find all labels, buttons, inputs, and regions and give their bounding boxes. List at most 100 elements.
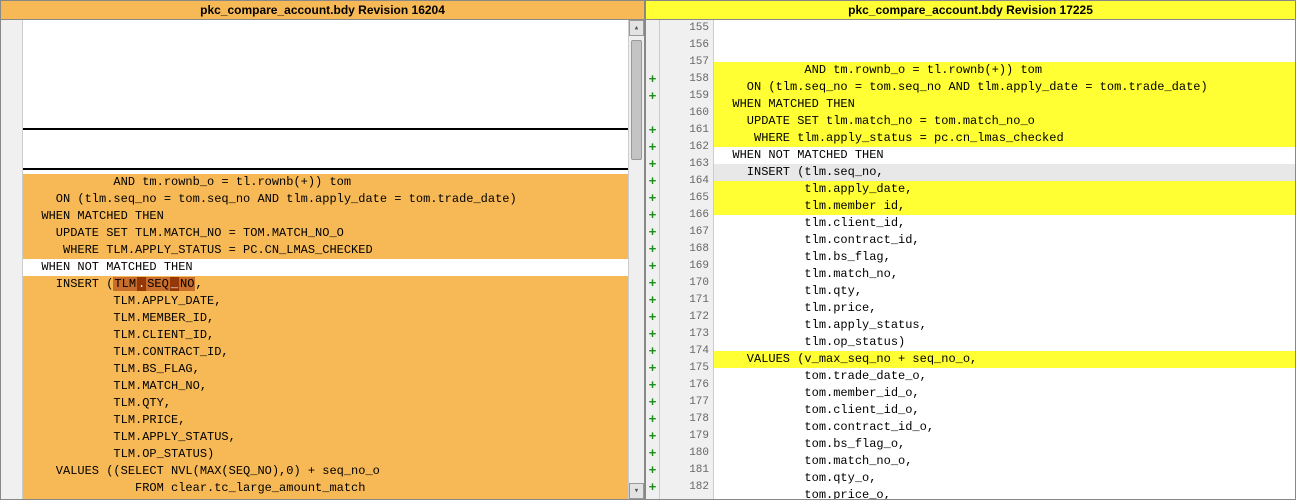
change-mark-icon: + (646, 156, 659, 173)
code-line[interactable]: tlm.match_no, (714, 266, 1295, 283)
code-line[interactable]: tom.client_id_o, (714, 402, 1295, 419)
change-mark-icon (646, 37, 659, 54)
change-mark-icon: + (646, 343, 659, 360)
line-number: 167 (660, 224, 713, 241)
line-number: 158 (660, 71, 713, 88)
line-number (1, 343, 22, 360)
code-line[interactable]: TLM.MEMBER_ID, (23, 310, 628, 327)
code-line[interactable]: tlm.contract_id, (714, 232, 1295, 249)
code-line[interactable]: WHERE apply_date = v_date), (23, 497, 628, 499)
left-scrollbar[interactable]: ▴ ▾ (628, 20, 644, 499)
line-number (1, 88, 22, 105)
code-line[interactable]: UPDATE SET tlm.match_no = tom.match_no_o (714, 113, 1295, 130)
code-line[interactable]: ON (tlm.seq_no = tom.seq_no AND tlm.appl… (23, 191, 628, 208)
code-line[interactable]: WHERE tlm.apply_status = pc.cn_lmas_chec… (714, 130, 1295, 147)
code-line[interactable]: tlm.apply_date, (714, 181, 1295, 198)
line-number: 169 (660, 258, 713, 275)
code-line[interactable]: TLM.CONTRACT_ID, (23, 344, 628, 361)
scroll-up-button[interactable]: ▴ (629, 20, 644, 36)
change-mark-icon: + (646, 428, 659, 445)
code-line[interactable]: tom.match_no_o, (714, 453, 1295, 470)
code-line[interactable]: tom.qty_o, (714, 470, 1295, 487)
code-line[interactable]: tlm.op_status) (714, 334, 1295, 351)
change-mark-icon (646, 20, 659, 37)
code-line[interactable]: TLM.BS_FLAG, (23, 361, 628, 378)
code-line[interactable]: WHEN NOT MATCHED THEN (23, 259, 628, 276)
diff-token: . (137, 277, 146, 291)
code-line[interactable]: tlm.qty, (714, 283, 1295, 300)
diff-token: _ (170, 277, 179, 291)
change-mark-icon: + (646, 258, 659, 275)
code-line[interactable]: TLM.APPLY_STATUS, (23, 429, 628, 446)
code-line[interactable]: tlm.client_id, (714, 215, 1295, 232)
code-line[interactable]: TLM.QTY, (23, 395, 628, 412)
code-line[interactable]: WHERE TLM.APPLY_STATUS = PC.CN_LMAS_CHEC… (23, 242, 628, 259)
line-number (1, 309, 22, 326)
right-line-gutter: 1551561571581591601611621631641651661671… (660, 20, 714, 499)
code-line[interactable]: ON (tlm.seq_no = tom.seq_no AND tlm.appl… (714, 79, 1295, 96)
line-number (1, 275, 22, 292)
code-line[interactable]: AND tm.rownb_o = tl.rownb(+)) tom (23, 174, 628, 191)
change-mark-icon: + (646, 326, 659, 343)
code-line[interactable]: VALUES ((SELECT NVL(MAX(SEQ_NO),0) + seq… (23, 463, 628, 480)
code-line[interactable]: INSERT (tlm.seq_no, (714, 164, 1295, 181)
change-mark-icon: + (646, 207, 659, 224)
line-number: 179 (660, 428, 713, 445)
line-number (1, 258, 22, 275)
line-number: 161 (660, 122, 713, 139)
code-line[interactable]: TLM.PRICE, (23, 412, 628, 429)
line-number (1, 292, 22, 309)
change-mark-icon: + (646, 224, 659, 241)
code-line[interactable]: WHEN NOT MATCHED THEN (714, 147, 1295, 164)
right-code-lines[interactable]: AND tm.rownb_o = tl.rownb(+)) tom ON (tl… (714, 20, 1295, 499)
change-mark-icon: + (646, 445, 659, 462)
change-mark-icon: + (646, 122, 659, 139)
left-code-lines[interactable]: seq_no_o 为using中 的一个字段 AND tm.rownb_o = … (23, 20, 628, 499)
code-line[interactable]: VALUES (v_max_seq_no + seq_no_o, (714, 351, 1295, 368)
left-header: pkc_compare_account.bdy Revision 16204 (1, 1, 644, 20)
line-number (1, 156, 22, 173)
line-number (1, 173, 22, 190)
code-line[interactable]: FROM clear.tc_large_amount_match (23, 480, 628, 497)
code-line[interactable]: WHEN MATCHED THEN (23, 208, 628, 225)
line-number (1, 360, 22, 377)
code-line[interactable]: UPDATE SET TLM.MATCH_NO = TOM.MATCH_NO_O (23, 225, 628, 242)
right-header: pkc_compare_account.bdy Revision 17225 (646, 1, 1295, 20)
line-number (1, 139, 22, 156)
diff-token: NO (179, 277, 195, 291)
diff-token: , (195, 277, 209, 291)
line-number: 168 (660, 241, 713, 258)
line-number: 180 (660, 445, 713, 462)
code-line[interactable]: tlm.price, (714, 300, 1295, 317)
code-line[interactable]: tlm.member id, (714, 198, 1295, 215)
right-change-marks: ++++++++++++++++++++++++ (646, 20, 660, 499)
line-number (1, 37, 22, 54)
left-editor[interactable]: seq_no_o 为using中 的一个字段 AND tm.rownb_o = … (1, 20, 644, 499)
code-line[interactable]: tom.contract_id_o, (714, 419, 1295, 436)
code-line[interactable]: tom.price_o, (714, 487, 1295, 499)
change-mark-icon: + (646, 190, 659, 207)
right-editor[interactable]: ++++++++++++++++++++++++ 155156157158159… (646, 20, 1295, 499)
code-line[interactable]: TLM.CLIENT_ID, (23, 327, 628, 344)
code-line[interactable]: tlm.apply_status, (714, 317, 1295, 334)
scroll-down-button[interactable]: ▾ (629, 483, 644, 499)
code-line[interactable]: tlm.bs_flag, (714, 249, 1295, 266)
code-line[interactable]: tom.member_id_o, (714, 385, 1295, 402)
line-number: 175 (660, 360, 713, 377)
line-number (1, 190, 22, 207)
code-line[interactable]: tom.bs_flag_o, (714, 436, 1295, 453)
code-line[interactable]: WHEN MATCHED THEN (714, 96, 1295, 113)
line-number: 172 (660, 309, 713, 326)
code-line[interactable]: tom.trade_date_o, (714, 368, 1295, 385)
code-line[interactable]: AND tm.rownb_o = tl.rownb(+)) tom (714, 62, 1295, 79)
code-line[interactable]: TLM.OP_STATUS) (23, 446, 628, 463)
line-number: 173 (660, 326, 713, 343)
diff-token: TLM (113, 277, 137, 291)
code-line[interactable]: INSERT (TLM.SEQ_NO, (23, 276, 628, 293)
line-number (1, 428, 22, 445)
scroll-thumb[interactable] (631, 40, 642, 160)
code-line[interactable]: TLM.MATCH_NO, (23, 378, 628, 395)
change-mark-icon: + (646, 241, 659, 258)
line-number (1, 122, 22, 139)
code-line[interactable]: TLM.APPLY_DATE, (23, 293, 628, 310)
